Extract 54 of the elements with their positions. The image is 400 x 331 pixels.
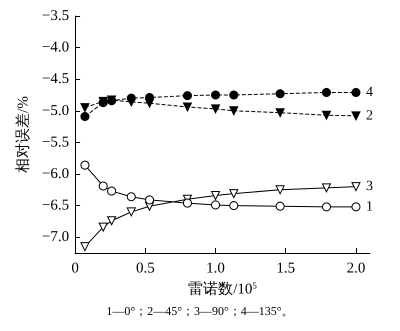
x-tick-label: 1.0: [206, 260, 225, 276]
point: [126, 207, 136, 216]
x-tick-label: 0: [71, 260, 79, 276]
text: 1—0°；2—45°；3—90°；4—135°。: [106, 304, 294, 318]
point: [145, 98, 154, 108]
point: [182, 102, 192, 112]
point: [211, 104, 220, 114]
series-label: 1: [366, 199, 373, 214]
point: [98, 182, 108, 191]
series-label: 4: [366, 84, 373, 100]
point: [276, 108, 285, 118]
y-tick-label: −5.5: [42, 134, 70, 150]
y-tick-label: −3.5: [42, 8, 70, 24]
point: [126, 192, 136, 202]
point: [98, 222, 108, 232]
point: [322, 88, 331, 97]
point: [182, 198, 192, 208]
point: [322, 110, 331, 120]
point: [229, 201, 238, 210]
point: [80, 160, 90, 170]
y-tick-label: −6.5: [42, 198, 70, 214]
y-tick-label: −5.0: [42, 102, 70, 119]
x-tick-label: 0.5: [136, 260, 155, 276]
point: [322, 183, 331, 192]
point: [351, 202, 360, 212]
y-tick-label: −7.0: [42, 229, 70, 246]
y-tick-label: −4.5: [42, 71, 70, 88]
point: [80, 112, 90, 121]
point: [107, 216, 116, 226]
point: [211, 90, 220, 100]
series-label: 2: [366, 108, 373, 124]
x-tick-label: 2.0: [346, 260, 366, 276]
point: [276, 185, 285, 194]
y-tick-label: −6.0: [42, 166, 70, 182]
point: [276, 89, 285, 98]
point: [351, 182, 360, 192]
point: [182, 91, 192, 100]
point: [107, 186, 116, 196]
point: [229, 106, 238, 116]
series-label: 3: [366, 179, 373, 194]
point: [211, 190, 220, 200]
point: [80, 242, 90, 252]
point: [211, 200, 220, 210]
point: [80, 103, 90, 112]
point: [229, 189, 238, 198]
point: [145, 195, 154, 204]
y-axis-title: 相对误差/%: [14, 96, 32, 173]
point: [229, 90, 238, 100]
point: [351, 88, 360, 97]
point: [276, 202, 285, 211]
y-tick-label: −4.0: [42, 40, 70, 56]
point: [351, 111, 360, 120]
point: [322, 202, 331, 212]
x-tick-label: 1.5: [276, 260, 296, 276]
